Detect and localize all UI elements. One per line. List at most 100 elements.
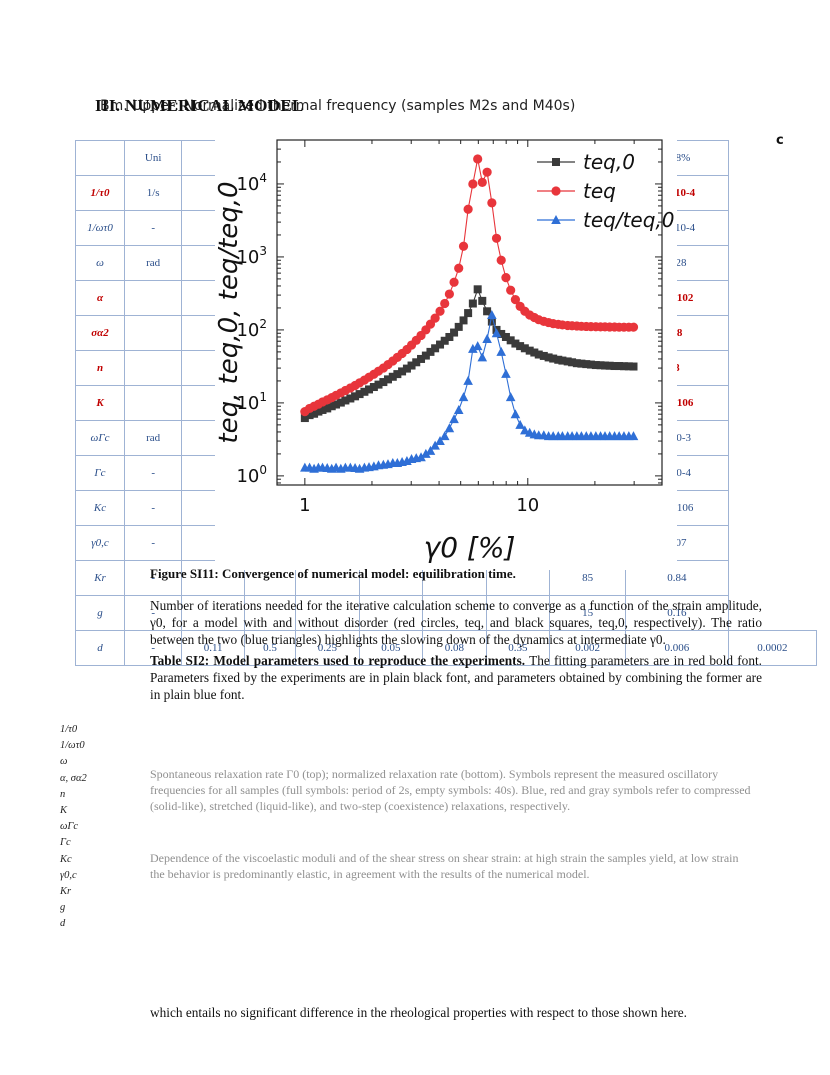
section-title: III. NUMERICAL MODEL [95, 96, 304, 115]
ghost-value-cell [485, 595, 551, 631]
data-point-square [300, 414, 309, 423]
ghost-symbol-cell: K [75, 385, 125, 421]
data-point-square [436, 340, 445, 349]
data-point-square [568, 358, 577, 367]
data-point-square [629, 362, 638, 371]
ghost-value-cell: - [123, 455, 183, 491]
data-point-square [511, 339, 520, 348]
data-point-circle [477, 177, 487, 187]
data-point-square [398, 367, 407, 376]
ghost-value-cell: rad [123, 420, 183, 456]
data-point-square [483, 307, 492, 316]
data-point-square [596, 361, 605, 370]
data-point-square [577, 359, 586, 368]
data-point-triangle [435, 436, 445, 446]
table-caption-block: Table SI2: Model parameters used to repr… [150, 652, 762, 703]
ghost-value-cell: 0.11 [181, 630, 245, 666]
data-point-circle [458, 241, 469, 251]
data-point-square [544, 353, 553, 362]
data-point-circle [444, 289, 454, 299]
data-point-triangle [477, 352, 488, 362]
data-point-square [379, 378, 388, 387]
ghost-symbol: Γc [60, 837, 71, 849]
ghost-value-cell: 0.5 [243, 630, 297, 666]
data-point-square [426, 347, 435, 356]
ghost-symbol: Kc [60, 853, 72, 865]
data-point-circle [440, 298, 450, 309]
data-point-square [421, 351, 430, 360]
data-point-triangle [416, 452, 426, 462]
data-point-square [619, 362, 628, 371]
data-point-triangle [468, 343, 478, 353]
ghost-value-cell [123, 385, 183, 421]
data-point-square [501, 332, 510, 341]
ghost-symbol-cell: ωΓc [75, 420, 125, 456]
data-point-circle [506, 285, 516, 295]
data-point-square [520, 344, 529, 353]
data-point-triangle [501, 368, 511, 378]
ghost-table-row: g -15 0.16 [75, 595, 817, 631]
ghost-symbol: K [60, 804, 68, 816]
data-point-triangle [463, 375, 473, 385]
ghost-value-cell [123, 350, 183, 386]
data-point-triangle [458, 392, 469, 402]
data-point-square [454, 322, 463, 331]
data-point-square [530, 348, 539, 357]
data-point-square [407, 361, 416, 370]
ghost-symbol: 1/ωτ0 [60, 740, 85, 752]
ghost-value-cell [123, 315, 183, 351]
data-point-square [468, 299, 477, 308]
ghost-symbol-cell: 1/τ0 [75, 175, 125, 211]
ghost-symbol: 1/τ0 [60, 724, 78, 735]
data-point-triangle [439, 431, 450, 441]
data-point-circle [496, 255, 506, 265]
ghost-value-cell: - [123, 630, 183, 666]
data-point-square [506, 336, 515, 345]
data-point-square [351, 392, 360, 401]
data-point-square [591, 361, 600, 370]
ghost-value-cell: - [123, 560, 183, 596]
data-point-square [610, 362, 619, 371]
data-point-square [473, 285, 482, 294]
data-point-circle [430, 313, 440, 323]
ghost-symbol-cell: d [75, 630, 125, 666]
data-point-triangle [430, 440, 440, 450]
data-point-square [459, 316, 468, 325]
data-point-circle [468, 179, 478, 189]
ghost-value-cell [295, 595, 360, 631]
y-axis-label: teq, teq,0, teq/teq,0 [215, 181, 244, 443]
y-tick-exponent: 1 [259, 390, 267, 404]
data-point-triangle [487, 310, 497, 320]
ghost-symbol-cell: σα2 [75, 315, 125, 351]
data-point-square [572, 359, 581, 368]
x-tick-label: 1 [299, 495, 310, 516]
data-point-square [534, 350, 543, 359]
ghost-value-cell: 0.08 [422, 630, 487, 666]
x-axis-label: γ0 [%] [424, 531, 516, 564]
ghost-value-cell [243, 595, 297, 631]
data-point-square [314, 407, 323, 416]
data-point-square [554, 355, 563, 364]
data-point-triangle [472, 341, 483, 351]
data-point-square [323, 404, 332, 413]
data-point-square [365, 385, 374, 394]
data-point-square [393, 370, 402, 379]
ghost-symbol: α, σα2 [60, 772, 87, 784]
data-point-square [346, 394, 355, 403]
data-point-square [497, 329, 506, 338]
ghost-value-cell: 0.002 [549, 630, 626, 666]
ghost-value-cell: - [123, 210, 183, 246]
ghost-table-row: d -0.11 0.5 0.25 0.05 0.08 0.35 0.002 0.006 0.000… [75, 630, 818, 666]
data-point-square [431, 344, 440, 353]
data-point-square [440, 336, 449, 345]
data-point-square [305, 411, 314, 420]
body-text: Number of iterations needed for the iter… [150, 597, 762, 703]
data-point-square [516, 342, 525, 351]
data-point-square [605, 361, 614, 370]
figure-caption: Figure SI11: Convergence of numerical mo… [150, 566, 516, 581]
data-point-triangle [449, 414, 459, 424]
ghost-text-layer: Spontaneous relaxation rate Γ0 (top); no… [56, 590, 816, 1010]
table-caption-text: The fitting parameters are in red bold f… [150, 653, 763, 702]
data-point-triangle [491, 328, 502, 338]
